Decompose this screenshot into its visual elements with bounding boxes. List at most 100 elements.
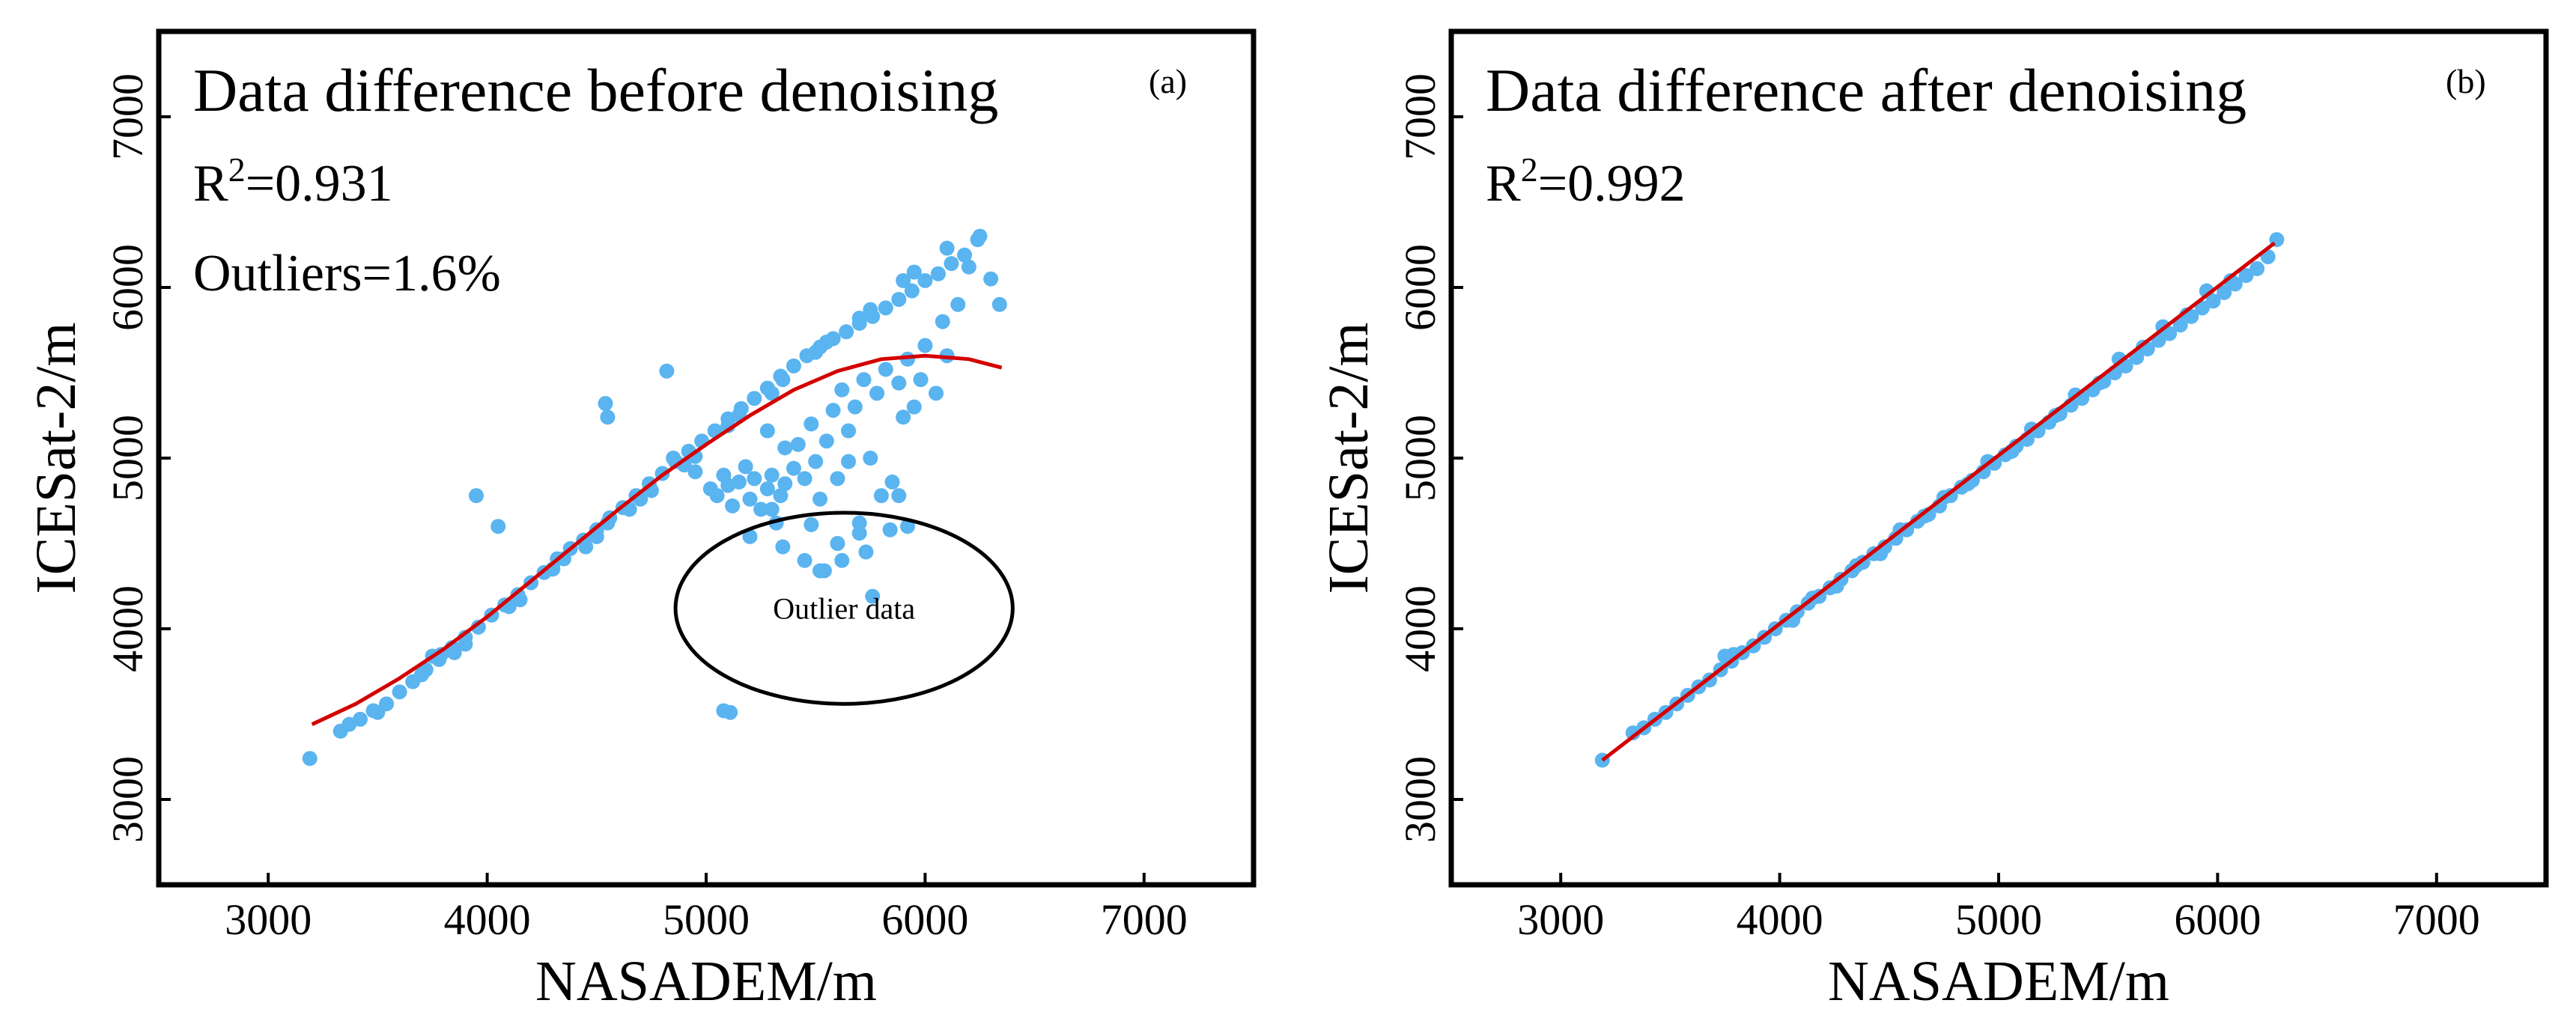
scatter-point <box>773 488 789 504</box>
scatter-point <box>759 481 775 497</box>
y-tick-label: 7000 <box>1396 73 1445 160</box>
scatter-point <box>825 403 841 418</box>
scatter-point <box>2194 300 2210 316</box>
scatter-point <box>687 464 703 480</box>
scatter-point <box>775 372 791 388</box>
scatter-point <box>747 471 762 487</box>
scatter-point <box>865 588 881 604</box>
scatter-point <box>2217 284 2232 300</box>
y-ticks-a: 3000 4000 5000 6000 7000 <box>103 73 171 843</box>
y-tick-label: 3000 <box>103 756 152 843</box>
scatter-point <box>434 647 449 662</box>
scatter-point <box>878 300 893 316</box>
scatter-point <box>851 515 867 531</box>
scatter-point <box>790 436 806 452</box>
scatter-point <box>834 382 850 397</box>
scatter-point <box>777 440 793 456</box>
scatter-point <box>804 516 819 532</box>
r2-value-a: =0.931 <box>246 155 393 213</box>
scatter-point <box>598 396 613 412</box>
scatter-point <box>834 552 850 568</box>
scatter-point <box>900 519 916 534</box>
y-tick-label: 4000 <box>1396 585 1445 672</box>
y-ticks-b: 3000 4000 5000 6000 7000 <box>1396 73 1463 843</box>
scatter-point <box>818 433 834 449</box>
scatter-point <box>816 563 832 579</box>
scatter-point <box>490 519 506 534</box>
scatter-point <box>944 256 959 272</box>
y-tick-label: 3000 <box>1396 756 1445 843</box>
scatter-point <box>764 502 780 517</box>
scatter-point <box>2048 408 2064 423</box>
scatter-point <box>830 471 845 487</box>
scatter-point <box>929 386 944 401</box>
scatter-point <box>808 344 824 360</box>
scatter-point <box>891 291 907 307</box>
panel-title-a: Data difference before denoising <box>193 56 998 124</box>
scatter-point <box>659 363 675 379</box>
scatter-point <box>764 467 780 483</box>
y-tick-label: 6000 <box>1396 244 1445 331</box>
x-tick-label: 6000 <box>881 895 968 944</box>
scatter-point <box>468 488 484 504</box>
scatter-point <box>470 619 486 635</box>
scatter-point <box>589 528 604 544</box>
scatter-point <box>856 372 872 388</box>
r2-prefix-b: R <box>1486 155 1521 213</box>
x-tick-label: 7000 <box>1101 895 1188 944</box>
scatter-point <box>863 302 878 317</box>
scatter-point <box>878 362 893 377</box>
x-tick-label: 4000 <box>1737 895 1823 944</box>
r2-exponent-b: 2 <box>1521 150 1538 189</box>
scatter-point <box>742 491 758 507</box>
scatter-point <box>972 228 988 244</box>
x-tick-label: 3000 <box>225 895 312 944</box>
scatter-point <box>841 423 857 439</box>
x-tick-label: 4000 <box>444 895 531 944</box>
scatter-point <box>747 391 762 406</box>
scatter-point <box>904 283 920 299</box>
scatter-point <box>775 539 791 555</box>
scatter-point <box>863 451 878 466</box>
scatter-point <box>2111 351 2127 367</box>
scatter-point <box>777 476 793 492</box>
y-tick-label: 6000 <box>103 244 152 331</box>
scatter-point <box>896 409 911 425</box>
scatter-point <box>458 636 473 652</box>
scatter-point <box>858 544 874 560</box>
scatter-point <box>2250 260 2265 276</box>
scatter-point <box>2238 268 2254 284</box>
scatter-point <box>2223 272 2238 288</box>
outlier-ellipse <box>673 511 1015 706</box>
scatter-point <box>917 272 933 288</box>
scatter-point <box>578 539 594 555</box>
x-tick-label: 5000 <box>1955 895 2042 944</box>
scatter-point <box>818 334 834 350</box>
panel-a: Outlier data 3000 4000 5000 6000 7000 3000 40… <box>25 28 1257 1013</box>
scatter-points-a <box>302 228 1007 767</box>
scatter-point <box>957 247 973 263</box>
r2-text-a: R2=0.931 <box>193 150 393 213</box>
scatter-point <box>841 454 857 469</box>
scatter-point <box>723 704 738 720</box>
scatter-point <box>873 488 889 504</box>
fit-line-b <box>1601 241 2276 762</box>
scatter-point <box>600 409 616 425</box>
scatter-point <box>753 502 769 517</box>
y-tick-label: 4000 <box>103 585 152 672</box>
scatter-point <box>413 667 429 683</box>
y-axis-title-b: ICESat-2/m <box>1317 322 1380 594</box>
scatter-point <box>930 266 946 281</box>
scatter-point <box>869 386 885 401</box>
scatter-point <box>370 704 386 720</box>
scatter-point <box>830 536 845 551</box>
scatter-point <box>983 271 999 287</box>
scatter-point <box>392 684 407 700</box>
y-tick-label: 5000 <box>103 415 152 502</box>
scatter-point <box>666 451 681 466</box>
scatter-point <box>804 416 819 432</box>
scatter-point <box>913 372 929 388</box>
scatter-point <box>353 711 368 727</box>
scatter-point <box>906 264 922 280</box>
